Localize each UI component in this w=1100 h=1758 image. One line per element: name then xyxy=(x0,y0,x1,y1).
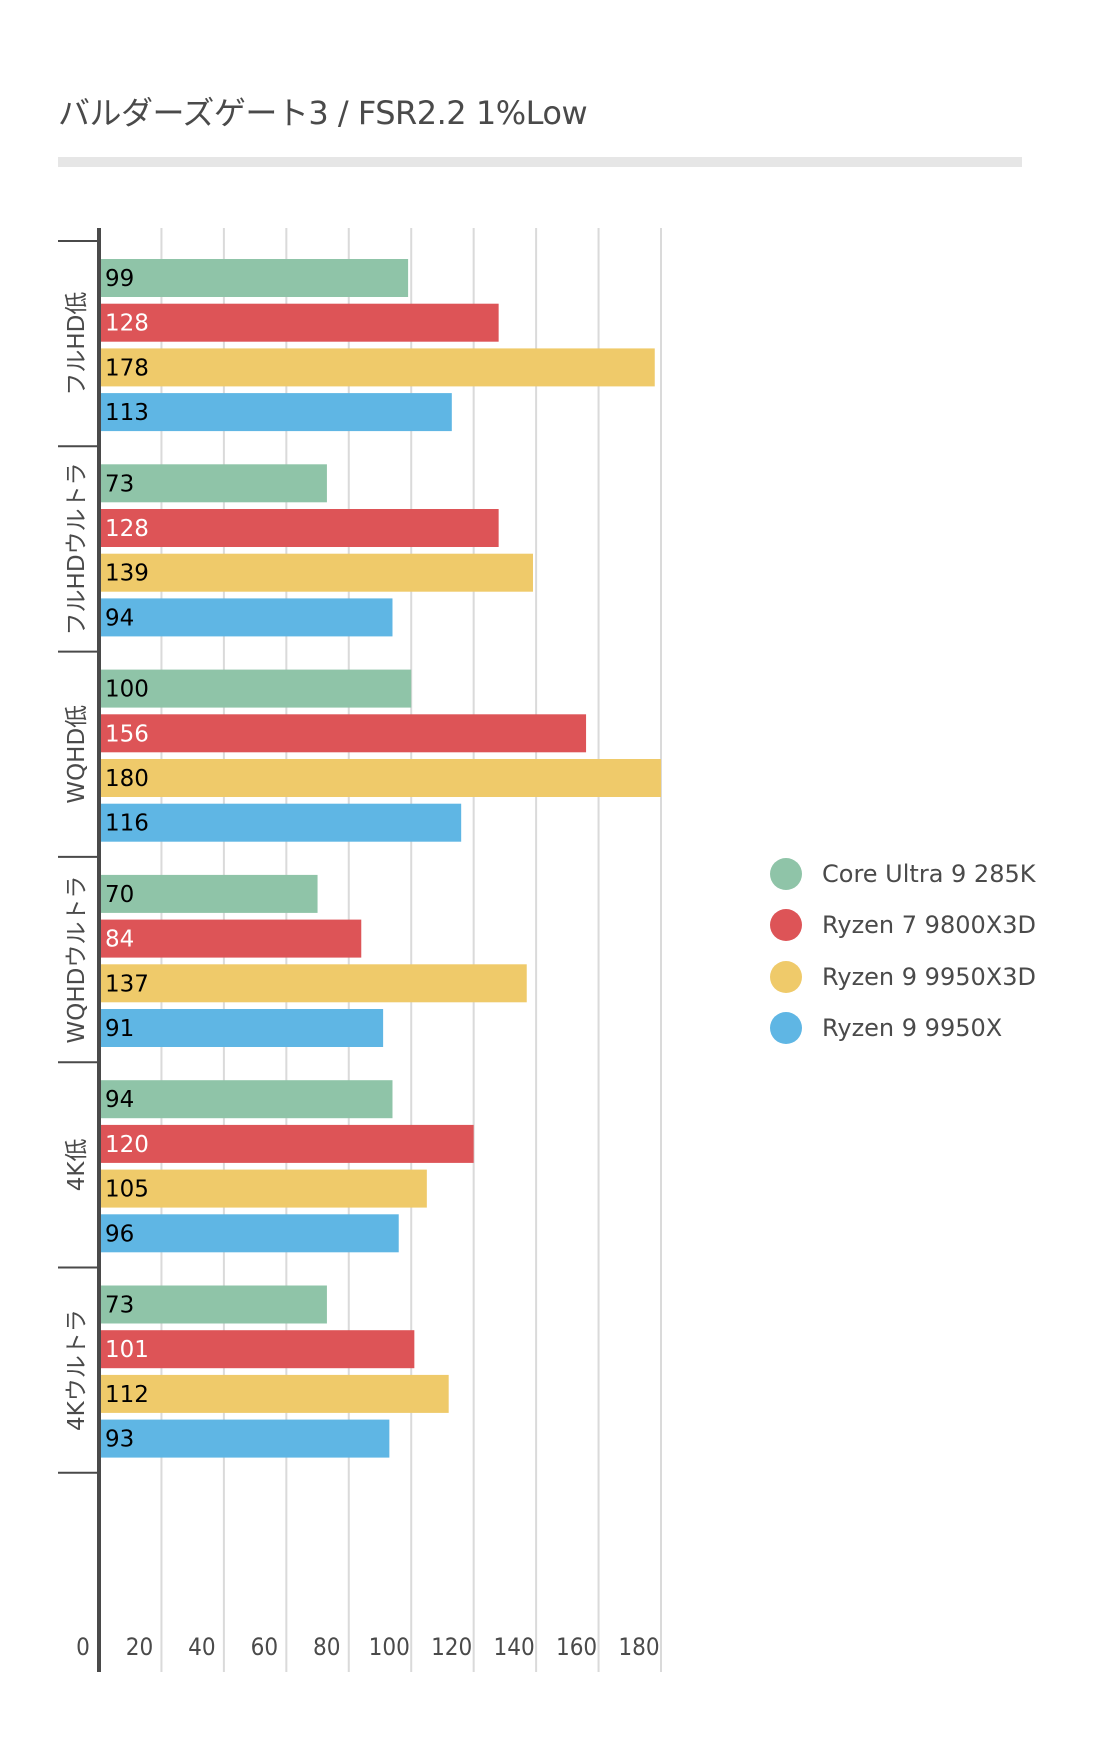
legend-label: Ryzen 7 9800X3D xyxy=(822,911,1036,940)
bar-value-label: 105 xyxy=(105,1177,149,1203)
legend-color-dot xyxy=(770,960,802,993)
bar-value-label: 156 xyxy=(105,721,149,747)
bar xyxy=(101,1285,327,1324)
x-tick-label: 20 xyxy=(126,1633,153,1661)
bar xyxy=(101,509,499,547)
bar xyxy=(101,1124,474,1163)
bar-value-label: 116 xyxy=(105,811,149,837)
bar xyxy=(101,964,527,1003)
bar xyxy=(101,919,362,958)
bar xyxy=(101,1169,427,1208)
bar-value-label: 100 xyxy=(105,677,149,703)
category-label: WQHDウルトラ xyxy=(64,876,90,1044)
bar xyxy=(101,553,533,592)
bar-value-label: 84 xyxy=(105,927,134,953)
legend-color-dot xyxy=(770,1012,802,1045)
category-label: WQHD低 xyxy=(64,705,90,804)
legend-item: Ryzen 9 9950X xyxy=(770,1003,1036,1055)
x-tick-label: 140 xyxy=(494,1633,535,1661)
bar xyxy=(101,1080,393,1119)
x-tick-label: 80 xyxy=(313,1633,340,1661)
bar-value-label: 128 xyxy=(105,311,149,337)
bar-value-label: 128 xyxy=(105,516,149,542)
legend-item: Core Ultra 9 285K xyxy=(770,848,1036,900)
legend-label: Ryzen 9 9950X xyxy=(822,1014,1003,1043)
category-label: 4K低 xyxy=(64,1138,90,1191)
legend-color-dot xyxy=(770,909,802,942)
bar xyxy=(101,759,661,797)
bar xyxy=(101,874,318,913)
bar-value-label: 70 xyxy=(105,882,134,908)
legend-label: Core Ultra 9 285K xyxy=(822,859,1036,888)
bar xyxy=(101,598,393,637)
bar-value-label: 120 xyxy=(105,1132,149,1158)
bar xyxy=(101,803,462,842)
bar xyxy=(101,393,452,432)
legend-item: Ryzen 7 9800X3D xyxy=(770,900,1036,952)
x-tick-label: 160 xyxy=(556,1633,597,1661)
bar-value-label: 73 xyxy=(105,1293,134,1319)
bar-value-label: 178 xyxy=(105,355,149,381)
bar-value-label: 93 xyxy=(105,1427,134,1453)
bar-value-label: 73 xyxy=(105,471,134,497)
bar xyxy=(101,464,327,503)
legend: Core Ultra 9 285K Ryzen 7 9800X3D Ryzen 9 … xyxy=(770,848,1036,1054)
category-label: フルHDウルトラ xyxy=(64,462,90,635)
bar-value-label: 113 xyxy=(105,400,149,426)
bar xyxy=(101,1419,390,1458)
title-underline-bar xyxy=(58,157,1022,167)
bar-value-label: 94 xyxy=(105,1087,134,1113)
x-tick-label: 180 xyxy=(618,1633,659,1661)
x-tick-label: 120 xyxy=(431,1633,472,1661)
x-tick-label: 40 xyxy=(188,1633,215,1661)
bars: 99 128 178 113 73 128 139 94 100 156 180 116 70 84 137… xyxy=(101,259,661,1458)
x-tick-label: 100 xyxy=(369,1633,410,1661)
legend-color-dot xyxy=(770,857,802,890)
bar-value-label: 137 xyxy=(105,971,149,997)
bar-value-label: 139 xyxy=(105,561,149,587)
bar xyxy=(101,1330,415,1369)
bar xyxy=(101,1214,399,1253)
x-axis-ticks: 0 20 40 60 80 100 120 140 160 180 xyxy=(76,1633,659,1661)
bar-value-label: 96 xyxy=(105,1221,134,1247)
legend-item: Ryzen 9 9950X3D xyxy=(770,951,1036,1003)
x-tick-label: 0 xyxy=(76,1633,90,1661)
bar xyxy=(101,669,412,708)
category-label: フルHD低 xyxy=(64,292,90,396)
bar xyxy=(101,1009,384,1047)
category-label: 4Kウルトラ xyxy=(64,1309,90,1431)
bar xyxy=(101,714,587,753)
chart-title: バルダーズゲート3 / FSR2.2 1%Low xyxy=(58,94,588,132)
bar xyxy=(101,303,499,342)
bar-value-label: 94 xyxy=(105,605,134,631)
legend-label: Ryzen 9 9950X3D xyxy=(822,962,1036,991)
bar-value-label: 101 xyxy=(105,1337,149,1363)
bar-value-label: 112 xyxy=(105,1382,149,1408)
bar xyxy=(101,1374,449,1413)
bar xyxy=(101,259,409,297)
bar-value-label: 91 xyxy=(105,1016,134,1042)
bar xyxy=(101,348,655,387)
bar-value-label: 99 xyxy=(105,266,134,292)
bar-value-label: 180 xyxy=(105,766,149,792)
x-tick-label: 60 xyxy=(251,1633,278,1661)
